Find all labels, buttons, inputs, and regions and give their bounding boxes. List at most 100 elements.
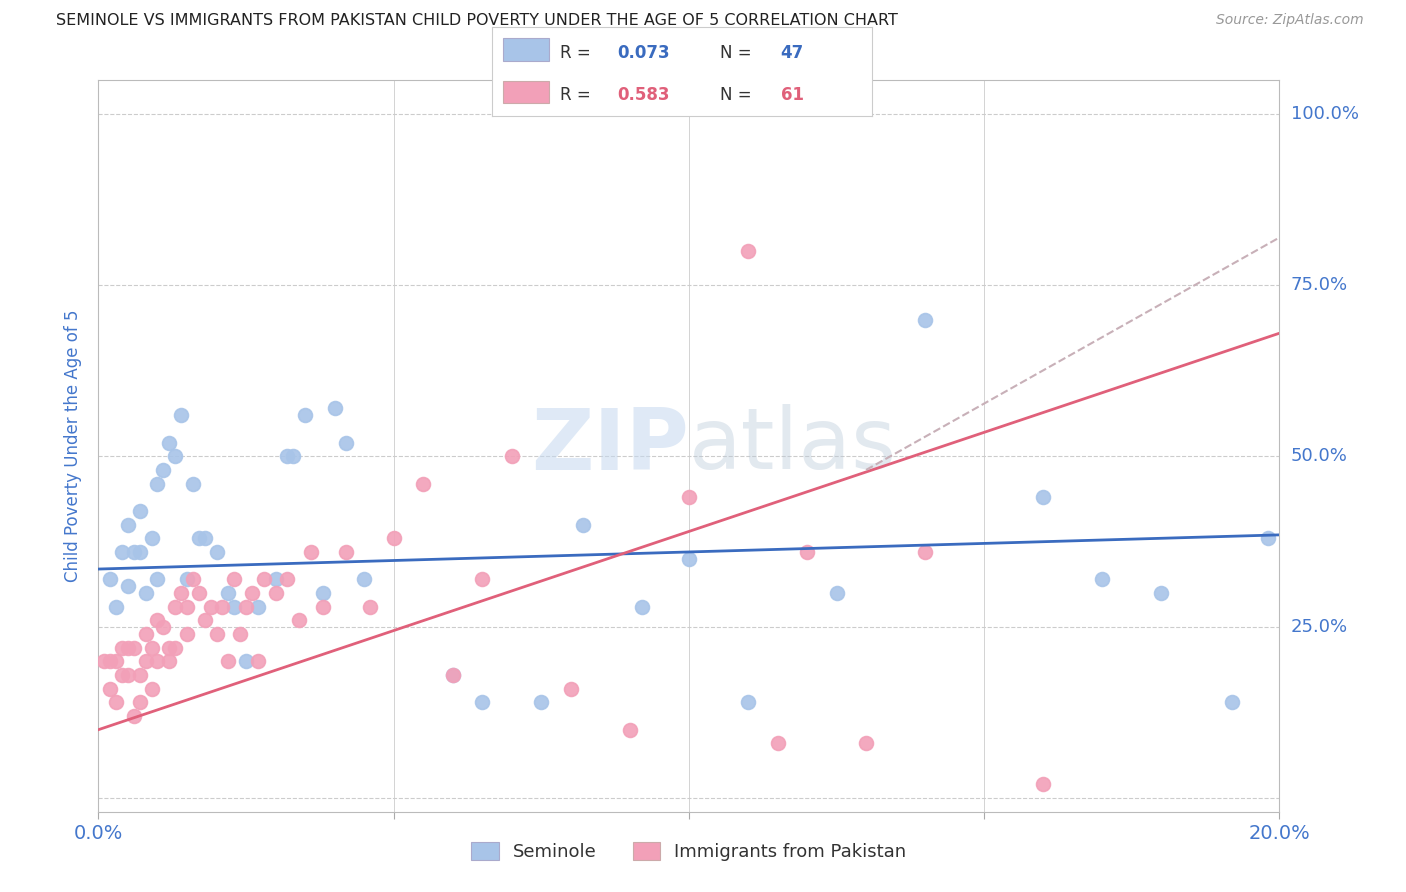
Point [253, 572, 276, 586]
Point [165, 599, 187, 614]
Text: 61: 61 [780, 87, 804, 104]
Point [128, 545, 150, 559]
Point [353, 572, 375, 586]
Point [111, 545, 134, 559]
Point [264, 586, 287, 600]
Point [382, 531, 405, 545]
Point [412, 476, 434, 491]
Point [181, 476, 204, 491]
Point [359, 599, 381, 614]
Point [111, 640, 134, 655]
Point [187, 531, 209, 545]
Point [471, 695, 494, 709]
Point [855, 736, 877, 750]
Point [914, 312, 936, 326]
Point [98, 572, 121, 586]
Point [276, 572, 298, 586]
Text: 0.583: 0.583 [617, 87, 669, 104]
Point [240, 586, 263, 600]
Point [229, 627, 252, 641]
Point [335, 435, 357, 450]
Point [914, 545, 936, 559]
Point [737, 695, 759, 709]
Point [157, 654, 180, 668]
Point [128, 504, 150, 518]
Text: 25.0%: 25.0% [1291, 618, 1348, 636]
Bar [503, 38, 548, 61]
Point [146, 613, 169, 627]
Point [441, 668, 464, 682]
Text: 100.0%: 100.0% [1291, 105, 1358, 123]
Point [176, 572, 198, 586]
Text: R =: R = [561, 44, 596, 62]
Point [117, 640, 139, 655]
Point [312, 599, 335, 614]
Text: 75.0%: 75.0% [1291, 277, 1348, 294]
Point [141, 681, 163, 696]
Point [1220, 695, 1243, 709]
Point [157, 640, 180, 655]
Text: N =: N = [720, 87, 756, 104]
Text: 47: 47 [780, 44, 804, 62]
Bar [503, 81, 548, 103]
Point [299, 545, 322, 559]
Point [135, 654, 157, 668]
Point [117, 579, 139, 593]
Point [194, 531, 217, 545]
Point [152, 463, 174, 477]
Point [217, 586, 239, 600]
Point [264, 572, 287, 586]
Point [217, 654, 239, 668]
Point [630, 599, 652, 614]
Point [152, 620, 174, 634]
Text: atlas: atlas [689, 404, 897, 488]
Point [796, 545, 818, 559]
Point [165, 449, 187, 463]
Point [117, 517, 139, 532]
Point [235, 599, 257, 614]
Text: R =: R = [561, 87, 596, 104]
Point [224, 572, 246, 586]
Point [294, 409, 316, 423]
Point [176, 599, 198, 614]
Point [146, 654, 169, 668]
Text: N =: N = [720, 44, 756, 62]
Point [93, 654, 115, 668]
Y-axis label: Child Poverty Under the Age of 5: Child Poverty Under the Age of 5 [65, 310, 83, 582]
Point [135, 627, 157, 641]
Point [530, 695, 553, 709]
Point [571, 517, 593, 532]
Point [105, 654, 128, 668]
Point [165, 640, 187, 655]
Point [283, 449, 305, 463]
Point [176, 627, 198, 641]
Point [170, 409, 193, 423]
Point [246, 654, 269, 668]
Point [122, 709, 145, 723]
Point [1032, 777, 1054, 791]
Point [105, 599, 128, 614]
Point [194, 613, 217, 627]
Point [335, 545, 357, 559]
Text: ZIP: ZIP [531, 404, 689, 488]
Point [224, 599, 246, 614]
Point [117, 668, 139, 682]
Point [122, 545, 145, 559]
Point [1150, 586, 1173, 600]
Point [187, 586, 209, 600]
Point [276, 449, 298, 463]
Text: Source: ZipAtlas.com: Source: ZipAtlas.com [1216, 13, 1364, 28]
Point [619, 723, 641, 737]
Point [737, 244, 759, 259]
Point [1091, 572, 1114, 586]
Point [98, 681, 121, 696]
Point [122, 640, 145, 655]
Point [141, 531, 163, 545]
Point [157, 435, 180, 450]
Point [146, 476, 169, 491]
Point [1032, 490, 1054, 504]
Point [111, 668, 134, 682]
Text: 0.073: 0.073 [617, 44, 671, 62]
Text: 50.0%: 50.0% [1291, 447, 1347, 466]
Point [441, 668, 464, 682]
